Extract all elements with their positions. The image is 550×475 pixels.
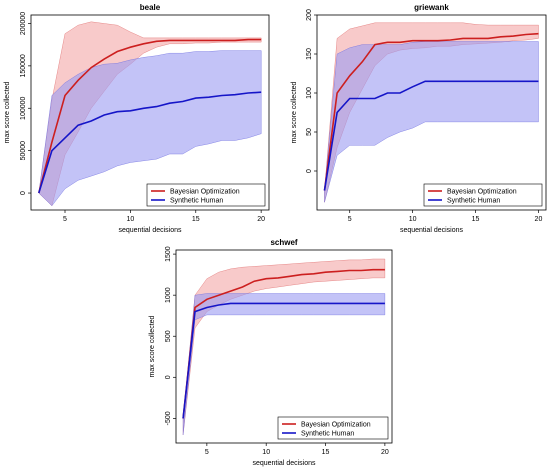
legend-label: Synthetic Human xyxy=(447,198,500,205)
x-tick-label: 10 xyxy=(126,216,134,223)
x-tick-label: 5 xyxy=(348,216,352,223)
confidence-band-bayesian xyxy=(182,258,386,435)
confidence-band-human xyxy=(324,41,539,203)
chart-panel-beale: 5 10 15 20 0 50000 100000 150000 200000 beale sequ… xyxy=(4,3,270,234)
y-axis-label: max score collected xyxy=(291,81,298,143)
y-tick-label: 0 xyxy=(165,375,172,379)
series-line-bayesian xyxy=(38,38,262,194)
y-tick-label: 100000 xyxy=(20,96,27,119)
legend-box xyxy=(146,183,266,207)
x-tick-label: 15 xyxy=(322,449,330,456)
legend-label: Synthetic Human xyxy=(301,431,354,438)
y-tick-label: 500 xyxy=(165,330,172,342)
x-axis-label: sequential decisions xyxy=(118,227,182,234)
y-tick-label: 1000 xyxy=(165,287,172,303)
series-line-human xyxy=(323,80,539,191)
x-tick-label: 5 xyxy=(63,216,67,223)
legend: Bayesian Optimization Synthetic Human xyxy=(277,416,389,440)
legend-label: Bayesian Optimization xyxy=(301,422,371,429)
y-axis-label: max score collected xyxy=(4,81,11,143)
chart-title: griewank xyxy=(414,3,449,12)
y-tick-label: 200 xyxy=(306,9,313,21)
legend-label: Bayesian Optimization xyxy=(447,189,517,196)
legend-label: Synthetic Human xyxy=(170,198,223,205)
x-axis-label: sequential decisions xyxy=(252,460,316,467)
x-tick-label: 15 xyxy=(192,216,200,223)
confidence-band-human xyxy=(38,50,262,207)
confidence-band-human xyxy=(182,293,386,435)
legend-box xyxy=(277,416,389,440)
x-tick-label: 20 xyxy=(257,216,265,223)
y-tick-label: 100 xyxy=(306,87,313,99)
plot-frame xyxy=(175,249,393,444)
y-tick-label: 200000 xyxy=(20,12,27,35)
x-tick-label: 5 xyxy=(205,449,209,456)
x-tick-label: 10 xyxy=(409,216,417,223)
y-tick-label: -500 xyxy=(165,411,172,425)
legend: Bayesian Optimization Synthetic Human xyxy=(423,183,543,207)
y-tick-label: 0 xyxy=(20,191,27,195)
y-tick-label: 150 xyxy=(306,48,313,60)
series-line-human xyxy=(38,91,262,194)
x-tick-label: 10 xyxy=(262,449,270,456)
y-axis-label: max score collected xyxy=(149,315,156,377)
y-tick-label: 50000 xyxy=(20,141,27,161)
x-tick-label: 20 xyxy=(381,449,389,456)
y-tick-label: 50 xyxy=(306,128,313,136)
chart-title: beale xyxy=(140,3,161,12)
legend: Bayesian Optimization Synthetic Human xyxy=(146,183,266,207)
plot-frame xyxy=(30,14,270,211)
chart-panel-schwef: 5 10 15 20 -500 0 500 1000 1500 schwef sequential … xyxy=(149,238,393,467)
chart-title: schwef xyxy=(270,238,297,247)
legend-box xyxy=(423,183,543,207)
y-tick-label: 1500 xyxy=(165,246,172,262)
y-tick-label: 150000 xyxy=(20,54,27,77)
series-line-bayesian xyxy=(323,32,539,191)
plot-frame xyxy=(316,14,547,211)
x-tick-label: 15 xyxy=(472,216,480,223)
x-axis-label: sequential decisions xyxy=(400,227,464,234)
series-line-bayesian xyxy=(182,268,385,419)
x-tick-label: 20 xyxy=(535,216,543,223)
y-tick-label: 0 xyxy=(306,169,313,173)
legend-label: Bayesian Optimization xyxy=(170,189,240,196)
series-line-human xyxy=(182,302,385,419)
